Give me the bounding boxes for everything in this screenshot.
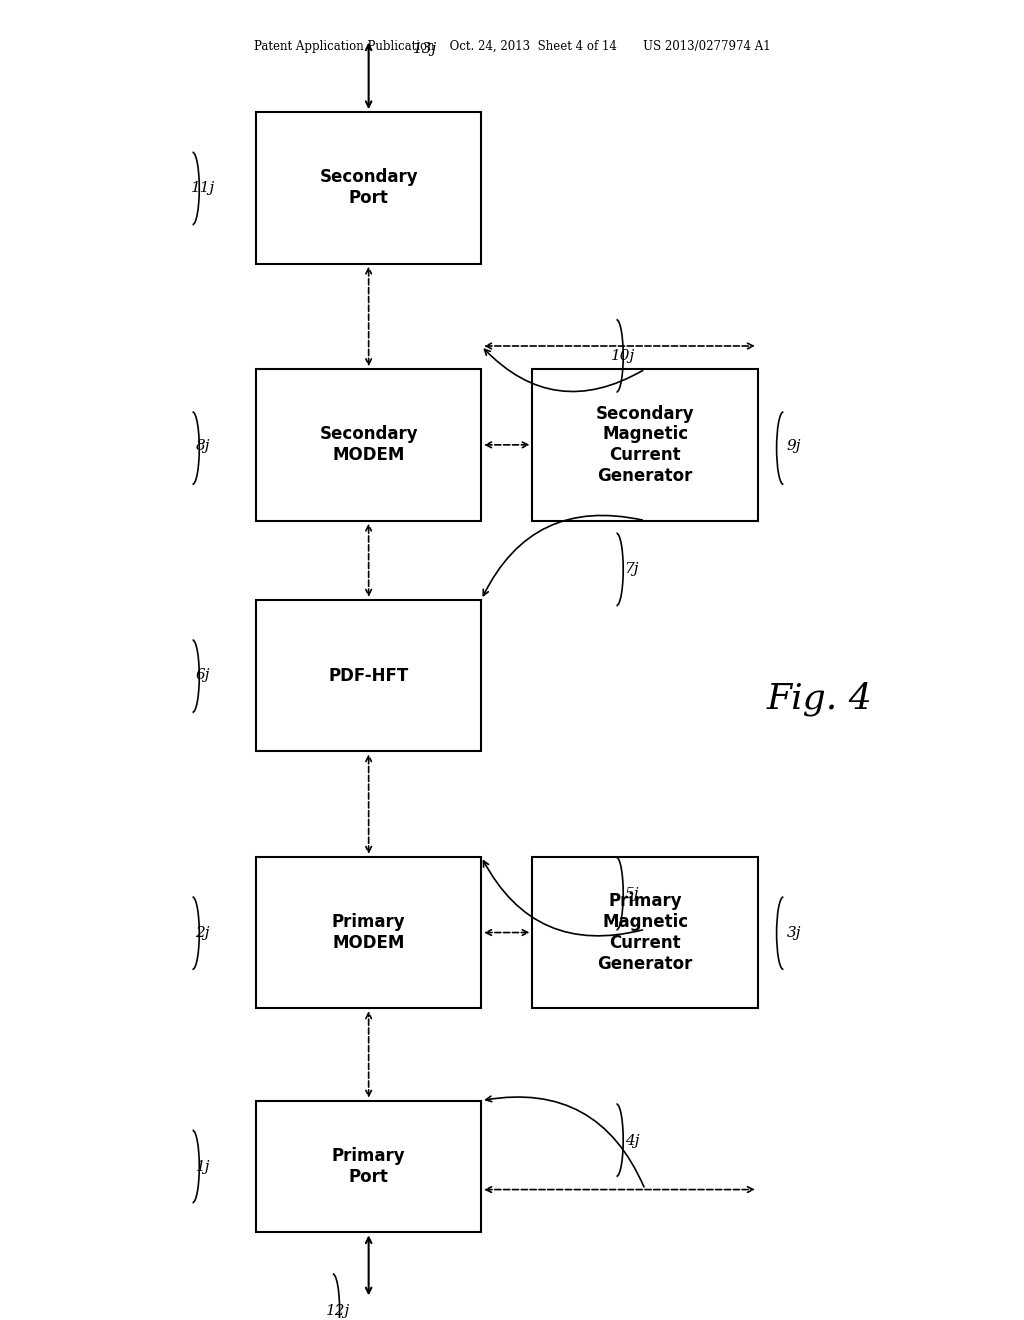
- FancyBboxPatch shape: [532, 857, 758, 1008]
- Text: Secondary
MODEM: Secondary MODEM: [319, 425, 418, 465]
- Text: 9j: 9j: [786, 438, 801, 453]
- Text: 10j: 10j: [610, 348, 635, 363]
- Text: Secondary
Magnetic
Current
Generator: Secondary Magnetic Current Generator: [596, 405, 694, 484]
- Text: 7j: 7j: [625, 562, 639, 577]
- Text: Patent Application Publication    Oct. 24, 2013  Sheet 4 of 14       US 2013/027: Patent Application Publication Oct. 24, …: [254, 40, 770, 53]
- Text: 8j: 8j: [196, 438, 210, 453]
- Text: 5j: 5j: [625, 887, 639, 900]
- Text: 1j: 1j: [196, 1159, 210, 1173]
- Text: 11j: 11j: [190, 181, 215, 195]
- Text: 6j: 6j: [196, 668, 210, 682]
- Text: 13j: 13j: [413, 42, 437, 55]
- Text: Secondary
Port: Secondary Port: [319, 169, 418, 207]
- FancyBboxPatch shape: [256, 1101, 481, 1233]
- Text: PDF-HFT: PDF-HFT: [329, 667, 409, 685]
- FancyBboxPatch shape: [256, 370, 481, 520]
- Text: Primary
MODEM: Primary MODEM: [332, 913, 406, 952]
- Text: Primary
Magnetic
Current
Generator: Primary Magnetic Current Generator: [597, 892, 693, 973]
- Text: 4j: 4j: [625, 1134, 639, 1148]
- Text: Primary
Port: Primary Port: [332, 1147, 406, 1185]
- FancyBboxPatch shape: [532, 370, 758, 520]
- FancyBboxPatch shape: [256, 599, 481, 751]
- Text: Fig. 4: Fig. 4: [766, 681, 872, 715]
- Text: 2j: 2j: [196, 927, 210, 940]
- Text: 12j: 12j: [326, 1304, 350, 1319]
- FancyBboxPatch shape: [256, 857, 481, 1008]
- FancyBboxPatch shape: [256, 112, 481, 264]
- Text: 3j: 3j: [786, 927, 801, 940]
